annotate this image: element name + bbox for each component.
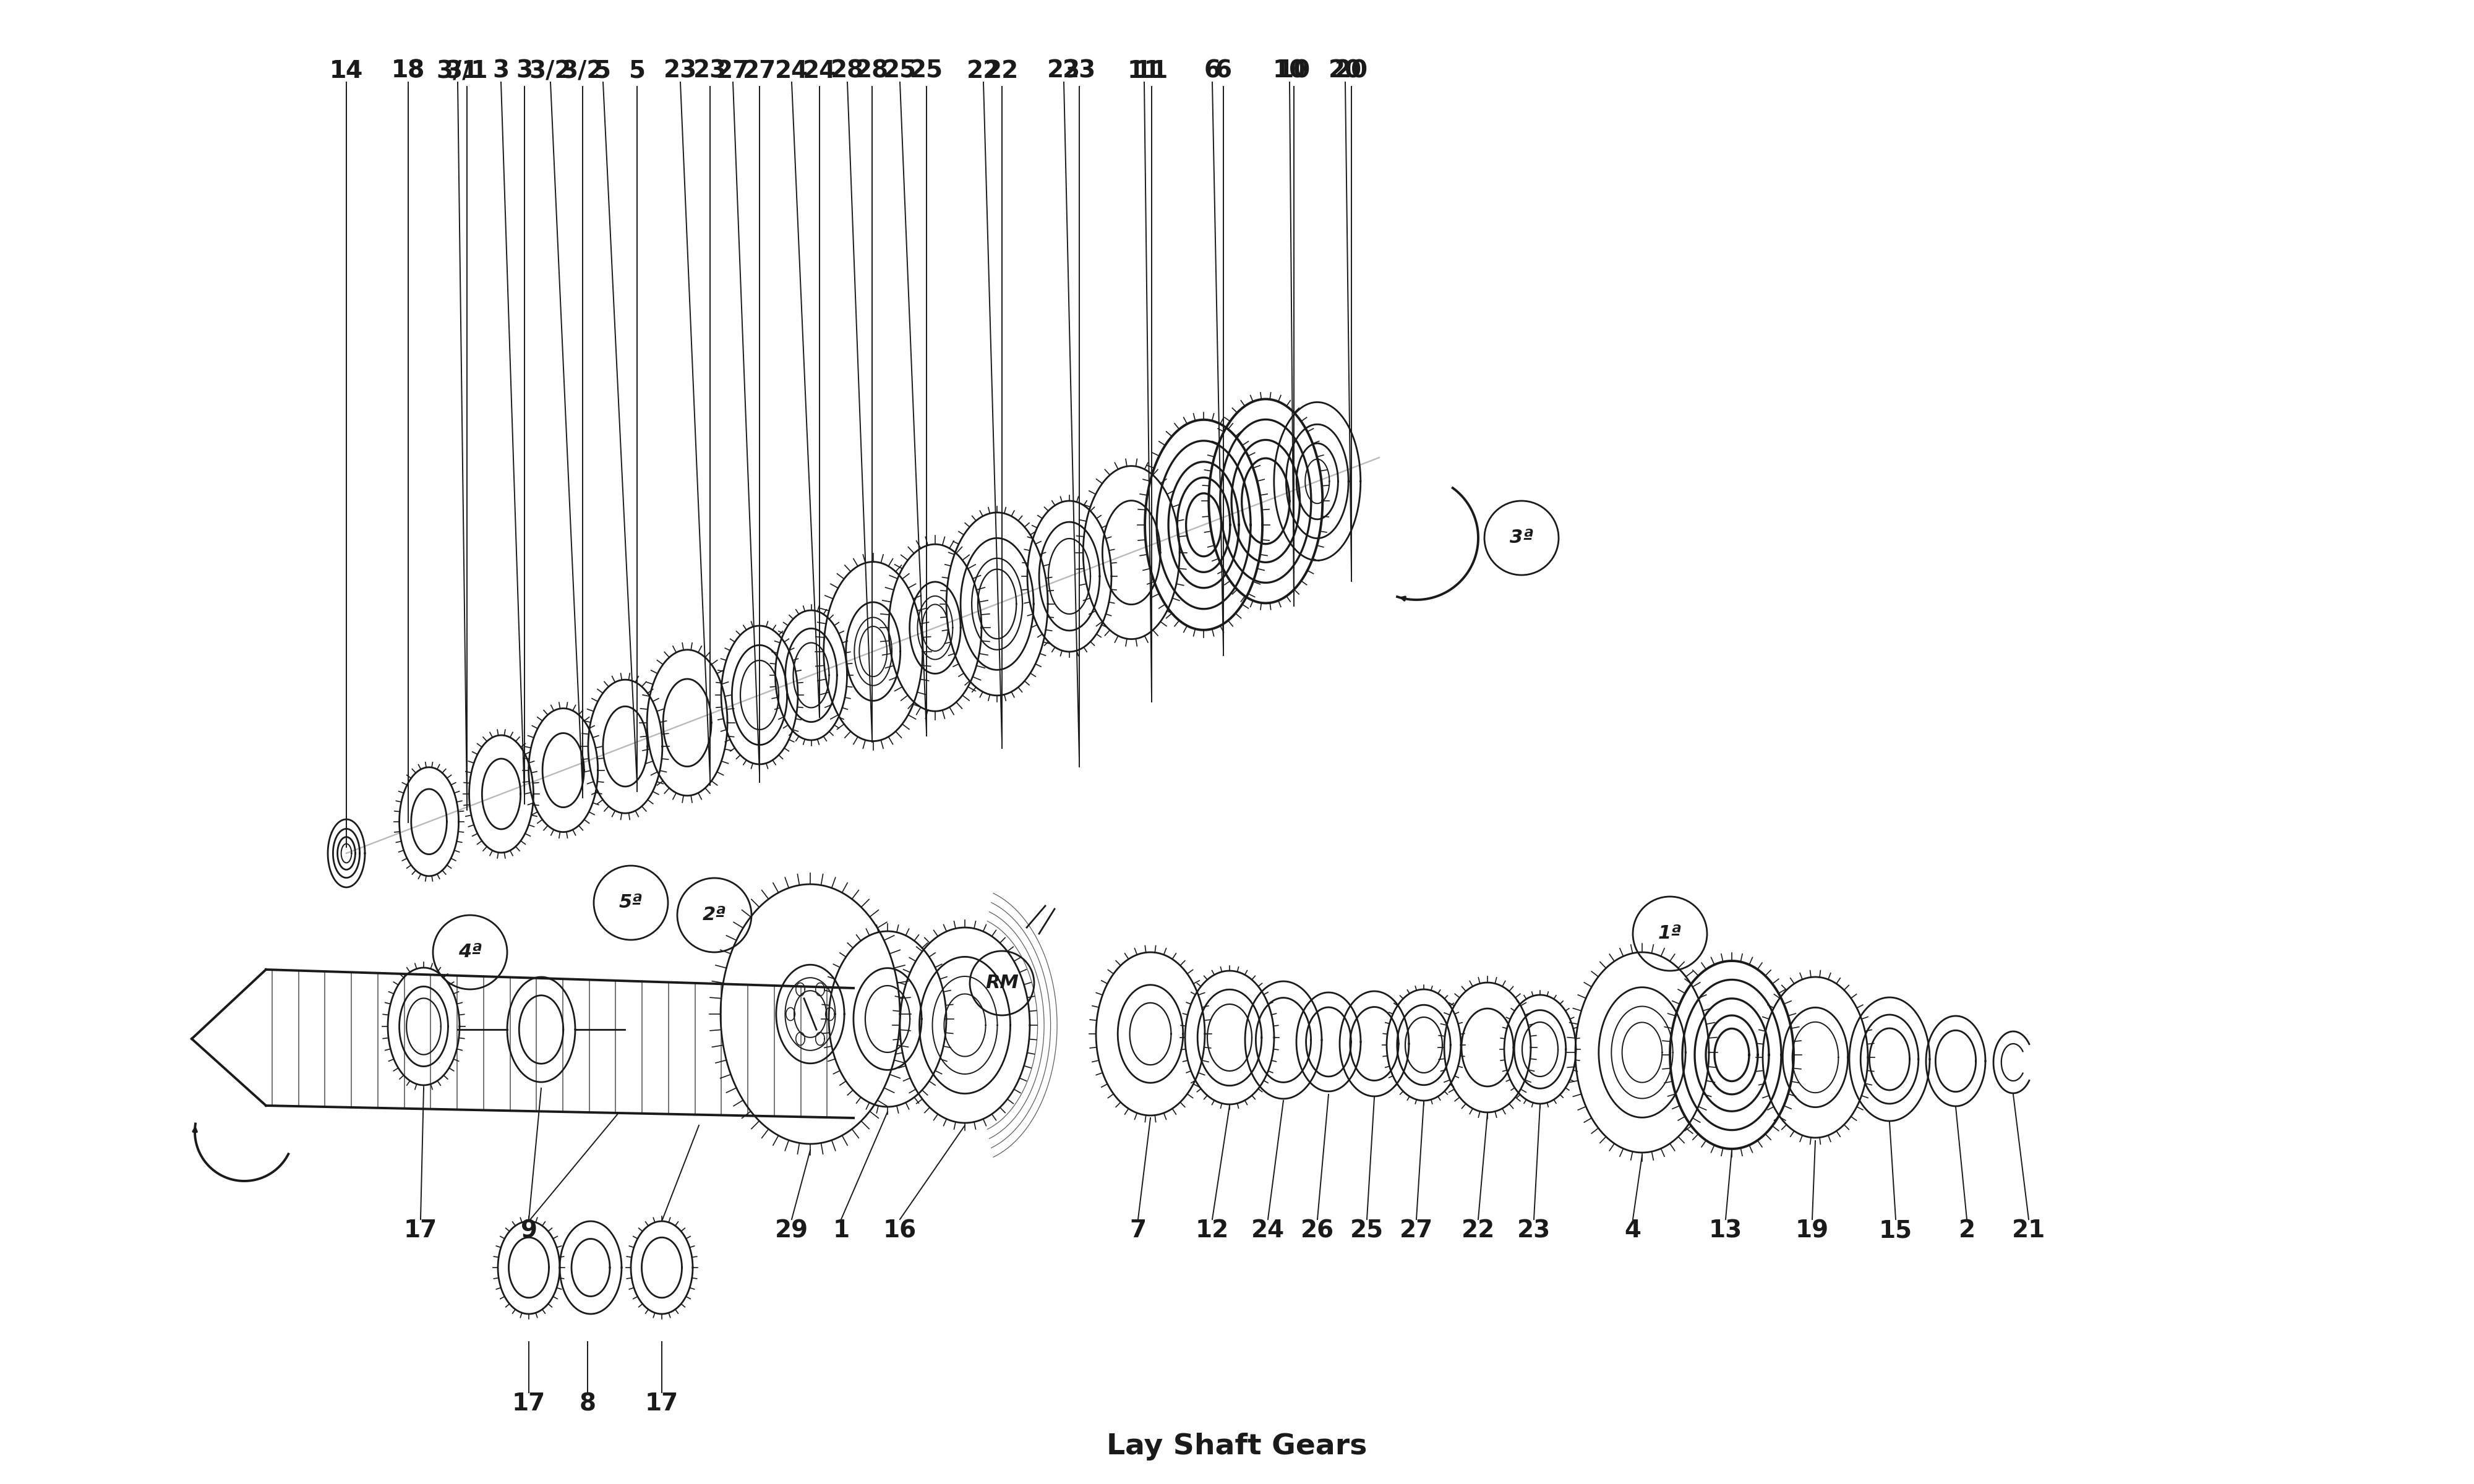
- Text: 9: 9: [520, 1218, 537, 1242]
- Text: 1: 1: [834, 1218, 849, 1242]
- Text: 11: 11: [1128, 59, 1160, 83]
- Text: 20: 20: [1333, 59, 1368, 83]
- Text: 21: 21: [2011, 1218, 2046, 1242]
- Text: 3/1: 3/1: [435, 59, 480, 83]
- Text: 6: 6: [1215, 59, 1232, 83]
- Text: 10: 10: [1277, 59, 1311, 83]
- Text: 14: 14: [329, 59, 364, 83]
- Text: 23: 23: [663, 59, 698, 83]
- Text: 18: 18: [391, 59, 426, 83]
- Text: 25: 25: [910, 59, 943, 83]
- Text: 17: 17: [403, 1218, 438, 1242]
- Text: 3/2: 3/2: [529, 59, 571, 83]
- Text: 13: 13: [1710, 1218, 1742, 1242]
- Text: 28: 28: [856, 59, 888, 83]
- Text: 27: 27: [715, 59, 750, 83]
- Text: 27: 27: [742, 59, 777, 83]
- Text: Lay Shaft Gears: Lay Shaft Gears: [1106, 1434, 1368, 1460]
- Text: 22: 22: [967, 59, 999, 83]
- Text: 25: 25: [883, 59, 918, 83]
- Text: 24: 24: [802, 59, 836, 83]
- Text: 22: 22: [985, 59, 1019, 83]
- Text: 5: 5: [628, 59, 646, 83]
- Text: 27: 27: [1400, 1218, 1432, 1242]
- Text: 17: 17: [646, 1392, 678, 1416]
- Text: 5ª: 5ª: [618, 893, 643, 911]
- Text: RM: RM: [985, 974, 1019, 993]
- Text: 26: 26: [1301, 1218, 1333, 1242]
- Text: 14: 14: [329, 59, 364, 83]
- Text: 15: 15: [1878, 1218, 1912, 1242]
- Text: 4ª: 4ª: [458, 944, 482, 962]
- Text: 3/2: 3/2: [562, 59, 604, 83]
- Text: 3ª: 3ª: [1509, 528, 1534, 548]
- Text: 3: 3: [517, 59, 532, 83]
- Text: 5: 5: [594, 59, 611, 83]
- Text: 6: 6: [1205, 59, 1220, 83]
- Text: 25: 25: [1351, 1218, 1383, 1242]
- Text: 8: 8: [579, 1392, 596, 1416]
- Text: 28: 28: [831, 59, 863, 83]
- Text: 23: 23: [1061, 59, 1096, 83]
- Text: 11: 11: [1136, 59, 1168, 83]
- Text: 18: 18: [391, 59, 426, 83]
- Text: 10: 10: [1272, 59, 1306, 83]
- Text: 3/1: 3/1: [445, 59, 487, 83]
- Text: 24: 24: [774, 59, 809, 83]
- Text: 29: 29: [774, 1218, 809, 1242]
- Text: 12: 12: [1195, 1218, 1230, 1242]
- Text: 22: 22: [1462, 1218, 1494, 1242]
- Text: 20: 20: [1329, 59, 1363, 83]
- Text: 16: 16: [883, 1218, 918, 1242]
- Text: 17: 17: [512, 1392, 547, 1416]
- Text: 3: 3: [492, 59, 510, 83]
- Text: 23: 23: [1047, 59, 1081, 83]
- Text: 23: 23: [693, 59, 727, 83]
- Text: 23: 23: [1517, 1218, 1551, 1242]
- Text: 4: 4: [1625, 1218, 1640, 1242]
- Text: 1ª: 1ª: [1658, 925, 1682, 942]
- Text: 2ª: 2ª: [703, 907, 727, 925]
- Text: 2: 2: [1959, 1218, 1974, 1242]
- Text: 24: 24: [1252, 1218, 1284, 1242]
- Text: 19: 19: [1796, 1218, 1828, 1242]
- Text: 7: 7: [1131, 1218, 1145, 1242]
